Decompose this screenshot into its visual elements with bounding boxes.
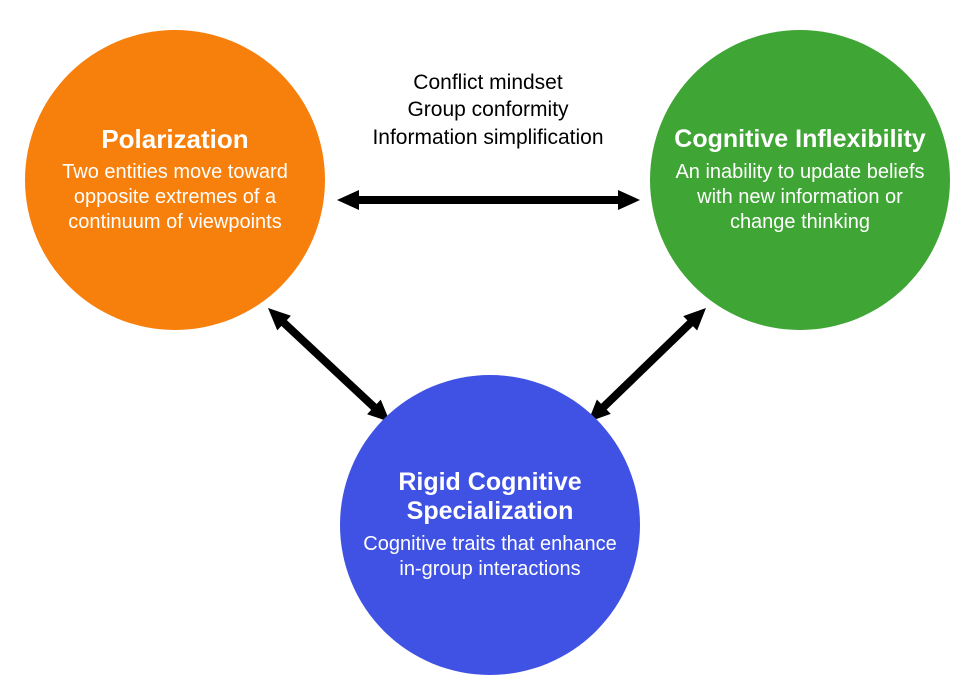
arrow-head-icon [618, 190, 640, 210]
node-rigid-specialization-title: Rigid Cognitive Specialization [360, 468, 620, 526]
arrow-head-icon [268, 308, 291, 330]
node-cognitive-inflexibility-title: Cognitive Inflexibility [674, 125, 925, 154]
edge-line [597, 316, 698, 413]
node-rigid-specialization-desc: Cognitive traits that enhance in-group i… [360, 532, 620, 582]
center-label-line: Group conformity [328, 96, 648, 123]
node-polarization-title: Polarization [101, 125, 248, 155]
diagram-canvas: Polarization Two entities move toward op… [0, 0, 975, 690]
node-polarization: Polarization Two entities move toward op… [25, 30, 325, 330]
node-cognitive-inflexibility: Cognitive Inflexibility An inability to … [650, 30, 950, 330]
center-label-line: Conflict mindset [328, 69, 648, 96]
node-polarization-desc: Two entities move toward opposite extrem… [45, 160, 305, 235]
center-label-line: Information simplification [328, 124, 648, 151]
edge-line [277, 316, 381, 413]
node-rigid-specialization: Rigid Cognitive Specialization Cognitive… [340, 375, 640, 675]
center-label: Conflict mindsetGroup conformityInformat… [328, 69, 648, 151]
arrow-head-icon [683, 308, 706, 330]
arrow-head-icon [337, 190, 359, 210]
node-cognitive-inflexibility-desc: An inability to update beliefs with new … [670, 160, 930, 235]
